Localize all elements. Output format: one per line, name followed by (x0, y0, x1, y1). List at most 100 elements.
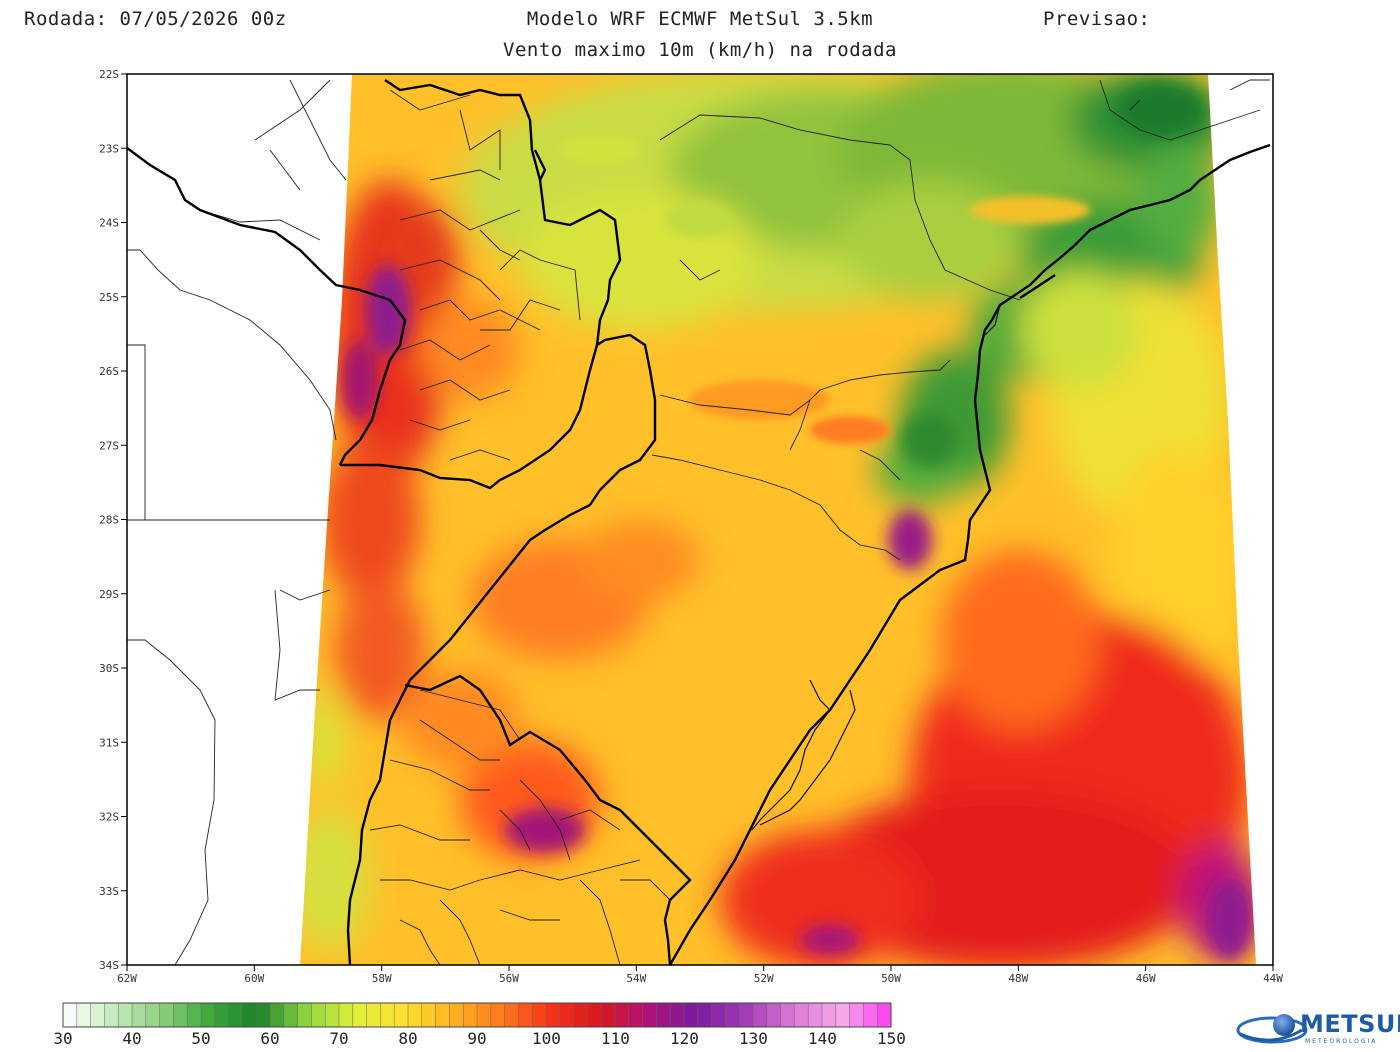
lat-tick-label: 31S (99, 736, 119, 749)
colorbar-label: 40 (122, 1029, 142, 1048)
colorbar-cell (145, 1003, 161, 1027)
colorbar-cell (394, 1003, 409, 1027)
colorbar-cell (90, 1003, 105, 1027)
colorbar-label: 120 (670, 1029, 699, 1048)
colorbar-cell (725, 1003, 740, 1027)
colorbar-cell (711, 1003, 726, 1027)
colorbar-label: 150 (877, 1029, 906, 1048)
colorbar-cell (670, 1003, 685, 1027)
colorbar-cell (201, 1003, 216, 1027)
colorbar-cell (352, 1003, 368, 1027)
colorbar-label: 140 (808, 1029, 837, 1048)
colorbar-cell (559, 1003, 575, 1027)
colorbar-cell (849, 1003, 864, 1027)
colorbar-cell (366, 1003, 381, 1027)
map-subtitle: Vento maximo 10m (km/h) na rodada (503, 39, 897, 61)
colorbar-label: 70 (329, 1029, 349, 1048)
colorbar-label: 100 (532, 1029, 561, 1048)
brand-tagline: METEOROLOGIA (1305, 1038, 1378, 1045)
colorbar-cell (697, 1003, 713, 1027)
lat-tick-label: 25S (99, 291, 119, 304)
colorbar-cell (642, 1003, 657, 1027)
latitude-axis: 22S 23S 24S 25S 26S 27S 28S 29S 30S 31S 32S 33S 34S (99, 68, 127, 972)
colorbar-cell (325, 1003, 340, 1027)
lon-tick-label: 56W (499, 972, 519, 985)
lon-tick-label: 48W (1008, 972, 1028, 985)
colorbar-cell (63, 1003, 78, 1027)
colorbar-cell (794, 1003, 809, 1027)
colorbar-cell (187, 1003, 202, 1027)
colorbar-cell (822, 1003, 837, 1027)
forecast-label: Previsao: (1043, 8, 1151, 30)
lon-tick-label: 46W (1136, 972, 1156, 985)
colorbar-label: 130 (739, 1029, 768, 1048)
colorbar-cell (780, 1003, 795, 1027)
colorbar-cell (532, 1003, 547, 1027)
lat-tick-label: 30S (99, 662, 119, 675)
colorbar-cell (587, 1003, 602, 1027)
colorbar (62, 1002, 892, 1028)
lon-tick-label: 44W (1263, 972, 1283, 985)
lat-tick-label: 28S (99, 514, 119, 527)
lon-tick-label: 54W (626, 972, 646, 985)
colorbar-cell (684, 1003, 699, 1027)
colorbar-cell (173, 1003, 188, 1027)
colorbar-cell (601, 1003, 616, 1027)
lon-tick-label: 62W (117, 972, 137, 985)
colorbar-cell (863, 1003, 878, 1027)
colorbar-label: 30 (53, 1029, 73, 1048)
colorbar-cell (380, 1003, 395, 1027)
run-label: Rodada: 07/05/2026 00z (24, 8, 287, 30)
lat-tick-label: 34S (99, 959, 119, 972)
colorbar-cell (132, 1003, 147, 1027)
brand-name: METSUL (1300, 1010, 1400, 1038)
colorbar-cell (463, 1003, 478, 1027)
colorbar-cell (228, 1003, 243, 1027)
lat-tick-label: 24S (99, 217, 119, 230)
model-title: Modelo WRF ECMWF MetSul 3.5km (526, 8, 874, 30)
lon-tick-label: 60W (244, 972, 264, 985)
colorbar-cell (104, 1003, 119, 1027)
colorbar-cell (615, 1003, 630, 1027)
colorbar-label: 90 (467, 1029, 487, 1048)
colorbar-cell (518, 1003, 533, 1027)
colorbar-cell (421, 1003, 437, 1027)
colorbar-frame (62, 1002, 892, 1028)
colorbar-cell (477, 1003, 492, 1027)
colorbar-cell (546, 1003, 561, 1027)
colorbar-label: 80 (398, 1029, 418, 1048)
lat-tick-label: 26S (99, 365, 119, 378)
colorbar-cell (408, 1003, 423, 1027)
colorbar-cell (739, 1003, 754, 1027)
colorbar-cell (339, 1003, 354, 1027)
colorbar-cell (490, 1003, 506, 1027)
colorbar-cell (656, 1003, 671, 1027)
colorbar-cell (808, 1003, 823, 1027)
colorbar-cell (766, 1003, 782, 1027)
colorbar-cell (118, 1003, 133, 1027)
colorbar-cell (628, 1003, 644, 1027)
colorbar-cell (76, 1003, 92, 1027)
lat-tick-label: 27S (99, 439, 119, 452)
colorbar-cell (435, 1003, 450, 1027)
lat-tick-label: 32S (99, 811, 119, 824)
colorbar-cell (283, 1003, 299, 1027)
colorbar-cell (311, 1003, 326, 1027)
colorbar-cell (159, 1003, 174, 1027)
colorbar-cell (835, 1003, 851, 1027)
colorbar-cell (256, 1003, 271, 1027)
lon-tick-label: 50W (881, 972, 901, 985)
colorbar-cell (214, 1003, 230, 1027)
wind-field (300, 74, 1256, 965)
colorbar-label: 110 (601, 1029, 630, 1048)
colorbar-cell (504, 1003, 519, 1027)
colorbar-cell (877, 1003, 892, 1027)
boundaries (127, 79, 1271, 965)
colorbar-cell (573, 1003, 588, 1027)
colorbar-label: 60 (260, 1029, 280, 1048)
lat-tick-label: 33S (99, 885, 119, 898)
colorbar-cell (297, 1003, 312, 1027)
colorbar-label: 50 (191, 1029, 211, 1048)
colorbar-cell (753, 1003, 768, 1027)
